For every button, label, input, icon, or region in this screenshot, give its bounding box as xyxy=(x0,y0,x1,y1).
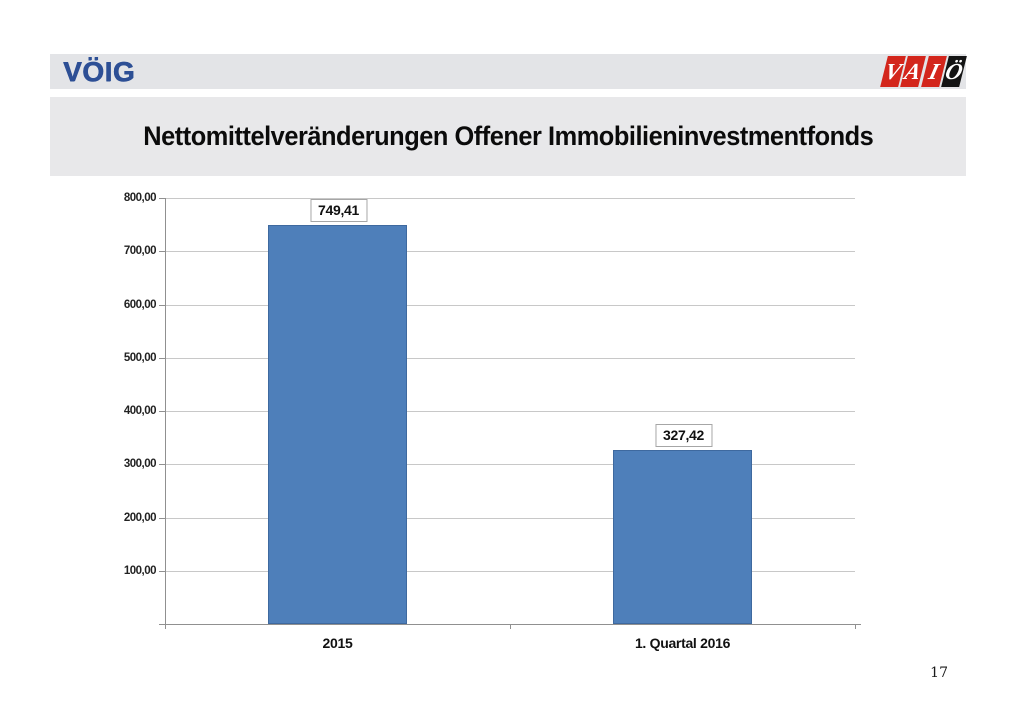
page-number: 17 xyxy=(930,665,948,681)
gridline xyxy=(165,251,855,253)
y-axis-tick-label: 400,00 xyxy=(123,405,157,417)
x-axis-category-label: 2015 xyxy=(322,635,353,651)
bar-value-label: 749,41 xyxy=(309,198,368,222)
y-axis-tick-label: 800,00 xyxy=(123,192,157,204)
y-axis-tick xyxy=(159,517,165,519)
header-band: VÖIG V A I Ö xyxy=(50,54,967,89)
x-axis-tick xyxy=(855,624,856,629)
gridline xyxy=(165,411,855,412)
y-axis-tick xyxy=(159,570,165,572)
x-axis-category-label: 1. Quartal 2016 xyxy=(634,635,731,651)
gridline xyxy=(165,357,855,359)
y-axis-tick-label: 200,00 xyxy=(123,511,157,524)
gridline xyxy=(165,304,855,306)
bar-1-quartal-2016 xyxy=(613,449,752,624)
y-axis-tick xyxy=(159,198,165,199)
x-axis-tick xyxy=(510,624,511,629)
y-axis-tick-label: 300,00 xyxy=(123,458,157,471)
y-axis-tick xyxy=(159,464,165,466)
y-axis-line xyxy=(165,198,166,629)
gridline xyxy=(165,517,855,519)
bar-2015 xyxy=(268,224,407,624)
gridline xyxy=(165,570,855,572)
y-axis-tick-label: 600,00 xyxy=(123,298,157,311)
y-axis-tick-label: 100,00 xyxy=(123,564,157,577)
y-axis-tick-label: 700,00 xyxy=(123,245,157,258)
bar-value-label: 327,42 xyxy=(654,423,713,447)
y-axis-tick-label: 500,00 xyxy=(123,351,157,364)
title-band: Nettomittelveränderungen Offener Immobil… xyxy=(50,97,966,176)
x-axis-tick xyxy=(165,624,166,629)
slide-title: Nettomittelveränderungen Offener Immobil… xyxy=(142,121,874,151)
y-axis-tick xyxy=(159,304,165,306)
gridline xyxy=(165,464,855,466)
y-axis-tick xyxy=(159,357,165,359)
y-axis-tick xyxy=(159,411,165,412)
gridline xyxy=(165,198,855,199)
y-axis-tick xyxy=(159,251,165,253)
voig-logo: VÖIG xyxy=(63,55,136,87)
